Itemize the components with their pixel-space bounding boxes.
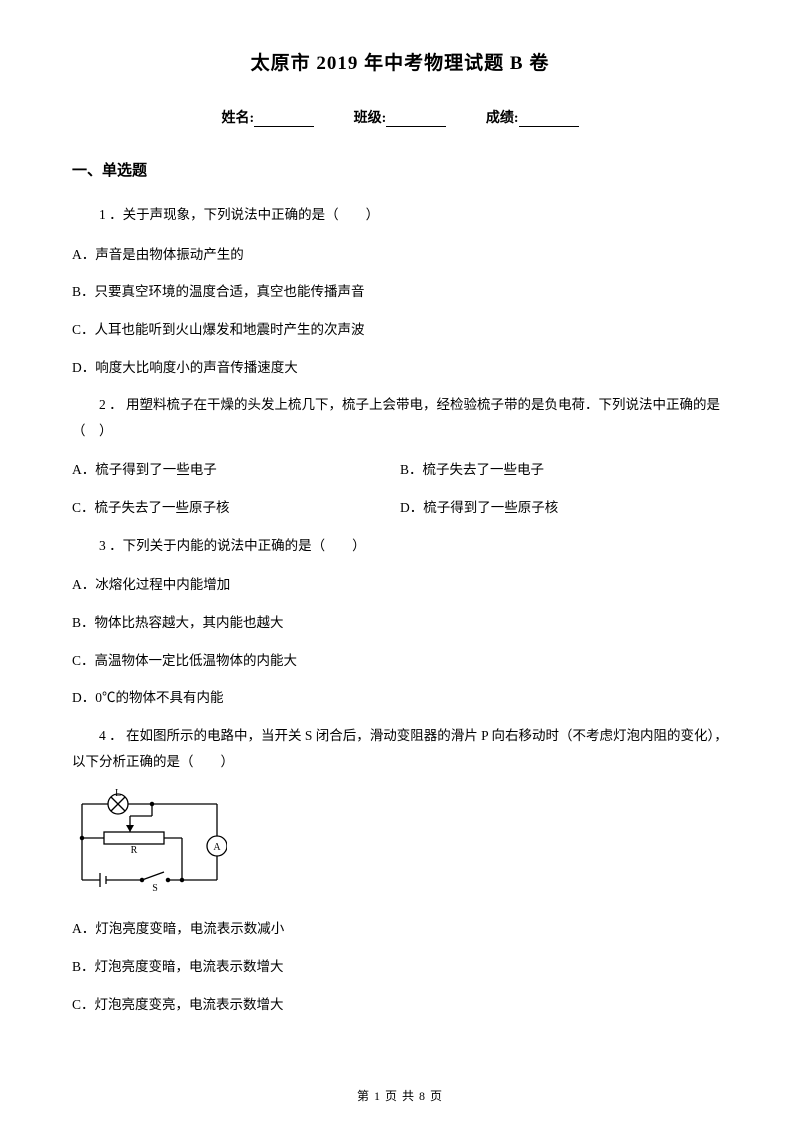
exam-title: 太原市 2019 年中考物理试题 B 卷 [72,48,728,75]
score-blank [519,113,579,127]
q4-option-b: B．灯泡亮度变暗，电流表示数增大 [72,954,728,980]
page-footer: 第 1 页 共 8 页 [0,1087,800,1104]
name-label: 姓名: [221,111,254,126]
q3-option-a: A．冰熔化过程中内能增加 [72,572,728,598]
section-heading: 一、单选题 [72,159,728,180]
q3-stem: 3 ．下列关于内能的说法中正确的是（ ） [72,533,728,559]
q4-stem: 4 ． 在如图所示的电路中，当开关 S 闭合后，滑动变阻器的滑片 P 向右移动时… [72,723,728,774]
class-blank [386,113,446,127]
q2-option-a: A．梳子得到了一些电子 [72,457,400,483]
q2-option-d: D．梳子得到了一些原子核 [400,495,728,521]
q1-option-d: D．响度大比响度小的声音传播速度大 [72,355,728,381]
q2-row1: A．梳子得到了一些电子 B．梳子失去了一些电子 [72,457,728,483]
score-field: 成绩: [486,107,579,127]
q1-option-a: A．声音是由物体振动产生的 [72,242,728,268]
name-field: 姓名: [221,107,314,127]
class-label: 班级: [354,111,387,126]
q2-option-c: C．梳子失去了一些原子核 [72,495,400,521]
circuit-svg: L R A S [72,788,227,893]
q1-option-b: B．只要真空环境的温度合适，真空也能传播声音 [72,279,728,305]
q4-option-c: C．灯泡亮度变亮，电流表示数增大 [72,992,728,1018]
circuit-label-r: R [131,845,138,856]
q3-option-c: C．高温物体一定比低温物体的内能大 [72,648,728,674]
q3-option-b: B．物体比热容越大，其内能也越大 [72,610,728,636]
q2-row2: C．梳子失去了一些原子核 D．梳子得到了一些原子核 [72,495,728,521]
q3-option-d: D．0℃的物体不具有内能 [72,685,728,711]
name-blank [254,113,314,127]
q1-option-c: C．人耳也能听到火山爆发和地震时产生的次声波 [72,317,728,343]
circuit-label-s: S [152,883,158,893]
circuit-diagram: L R A S [72,788,728,898]
score-label: 成绩: [486,111,519,126]
q2-stem: 2 ． 用塑料梳子在干燥的头发上梳几下，梳子上会带电，经检验梳子带的是负电荷．下… [72,392,728,443]
header-fields: 姓名: 班级: 成绩: [72,107,728,127]
circuit-label-a: A [213,842,221,853]
q1-stem: 1 ．关于声现象，下列说法中正确的是（ ） [72,202,728,228]
circuit-label-l: L [115,788,121,799]
class-field: 班级: [354,107,447,127]
q4-option-a: A．灯泡亮度变暗，电流表示数减小 [72,916,728,942]
q2-option-b: B．梳子失去了一些电子 [400,457,728,483]
